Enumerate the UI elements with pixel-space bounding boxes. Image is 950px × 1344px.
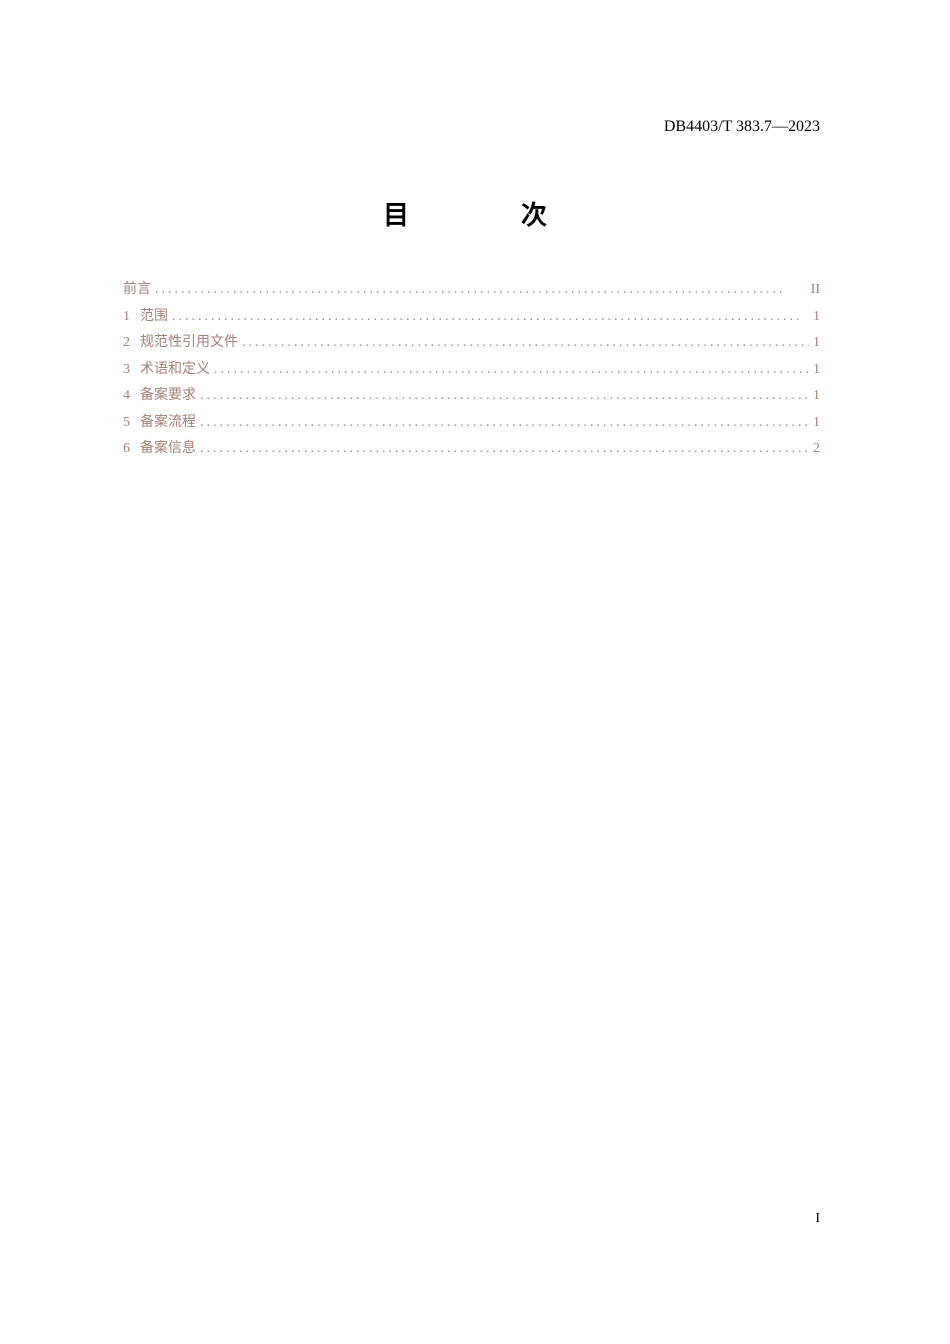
page-number: I (815, 1211, 820, 1227)
toc-num: 5 (123, 411, 130, 436)
toc-entry[interactable]: 3 术语和定义 ................................… (123, 358, 820, 383)
toc-num: 1 (123, 305, 130, 330)
toc-num: 2 (123, 331, 130, 356)
toc-num: 3 (123, 358, 130, 383)
toc-page: 2 (813, 437, 820, 462)
toc-page: 1 (813, 358, 820, 383)
toc-page: II (811, 278, 820, 303)
toc-entry[interactable]: 5 备案流程 .................................… (123, 411, 820, 436)
document-code: DB4403/T 383.7—2023 (664, 118, 820, 136)
toc-page: 1 (813, 384, 820, 409)
toc-label: 规范性引用文件 (140, 331, 238, 356)
toc-label: 前言 (123, 278, 151, 303)
toc-dots: ........................................… (214, 358, 809, 383)
toc-num: 4 (123, 384, 130, 409)
toc-dots: ........................................… (200, 411, 809, 436)
toc-label: 范围 (140, 305, 168, 330)
toc-page: 1 (813, 305, 820, 330)
toc-entry[interactable]: 1 范围 ...................................… (123, 305, 820, 330)
toc-page: 1 (813, 411, 820, 436)
toc-dots: ........................................… (172, 305, 809, 330)
page-title: 目 次 (0, 195, 950, 232)
toc-label: 备案信息 (140, 437, 196, 462)
table-of-contents: 前言 .....................................… (123, 278, 820, 464)
toc-label: 备案要求 (140, 384, 196, 409)
toc-entry[interactable]: 2 规范性引用文件 ..............................… (123, 331, 820, 356)
toc-entry[interactable]: 4 备案要求 .................................… (123, 384, 820, 409)
toc-num: 6 (123, 437, 130, 462)
toc-dots: ........................................… (200, 384, 809, 409)
toc-entry[interactable]: 6 备案信息 .................................… (123, 437, 820, 462)
toc-entry[interactable]: 前言 .....................................… (123, 278, 820, 303)
toc-dots: ........................................… (242, 331, 809, 356)
toc-label: 备案流程 (140, 411, 196, 436)
toc-dots: ........................................… (155, 278, 807, 303)
toc-page: 1 (813, 331, 820, 356)
toc-dots: ........................................… (200, 437, 809, 462)
toc-label: 术语和定义 (140, 358, 210, 383)
